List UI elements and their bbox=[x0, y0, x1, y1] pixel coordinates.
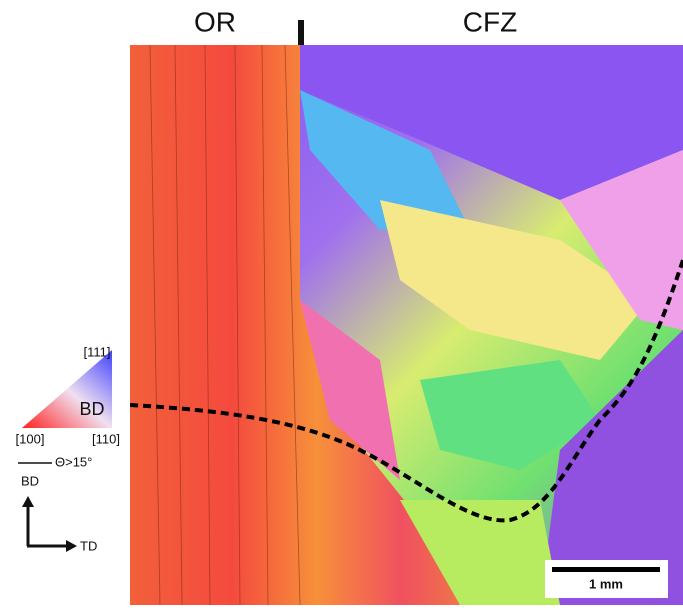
axis-label: TD bbox=[80, 538, 97, 553]
region-label: OR bbox=[194, 6, 236, 37]
divider-bar bbox=[298, 20, 304, 62]
grain-region bbox=[400, 500, 560, 605]
scale-bar bbox=[552, 567, 660, 572]
grain-region bbox=[130, 45, 470, 605]
arrow-head bbox=[22, 496, 34, 507]
grain-boundaries bbox=[149, 45, 301, 605]
grain-region bbox=[300, 300, 400, 480]
ipf-triangle bbox=[22, 350, 112, 428]
grain-region bbox=[560, 150, 683, 330]
grain-region bbox=[540, 330, 683, 605]
grain-region bbox=[300, 90, 470, 230]
legend-label: [111] bbox=[84, 344, 111, 359]
grain-region bbox=[420, 360, 600, 470]
legend-label: BD bbox=[79, 399, 104, 419]
ebsd-map bbox=[130, 45, 683, 605]
region-label: CFZ bbox=[463, 6, 517, 37]
legend-label: Θ>15° bbox=[55, 454, 92, 469]
fusion-boundary bbox=[130, 259, 683, 523]
scale-bar-box bbox=[545, 560, 668, 598]
legend-label: [100] bbox=[16, 431, 45, 446]
grain-region bbox=[300, 45, 683, 200]
axis-label: BD bbox=[21, 473, 39, 488]
arrow-head bbox=[66, 540, 77, 552]
grain-region bbox=[380, 200, 650, 360]
legend-label: [110] bbox=[92, 431, 120, 446]
scale-bar-label: 1 mm bbox=[589, 576, 623, 591]
